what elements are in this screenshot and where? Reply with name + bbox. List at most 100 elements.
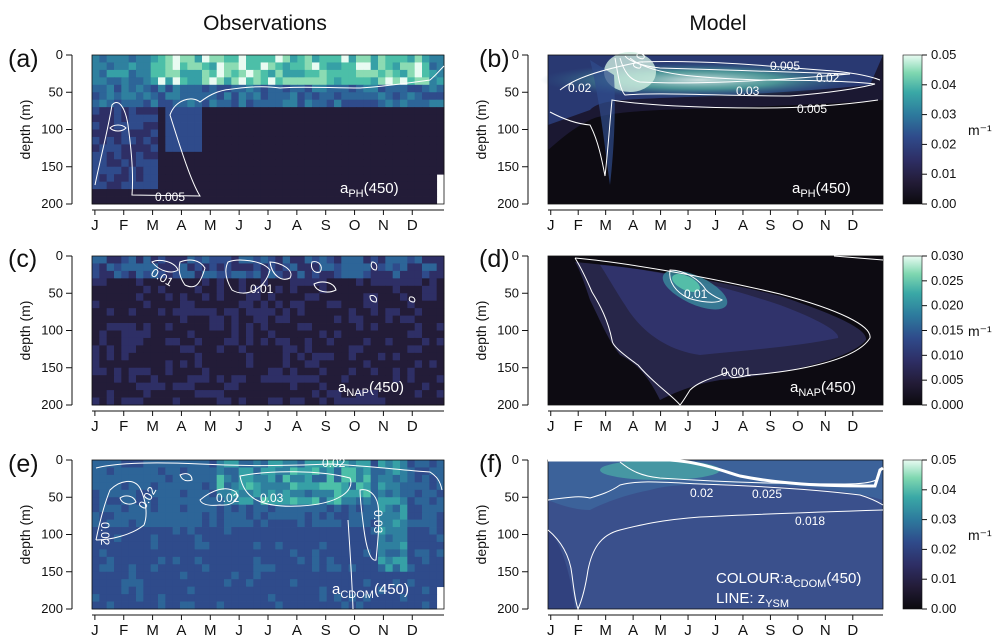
heatmap-cell — [202, 382, 210, 391]
heatmap-cell — [99, 174, 108, 183]
heatmap-cell — [348, 527, 357, 535]
heatmap-cell — [319, 482, 328, 491]
heatmap-cell — [246, 579, 254, 588]
heatmap-cell — [290, 571, 298, 580]
heatmap-cell — [370, 512, 379, 520]
heatmap-cell — [356, 84, 364, 93]
heatmap-cell — [121, 144, 130, 153]
heatmap-cell — [202, 579, 210, 588]
heatmap-cell — [246, 144, 254, 153]
heatmap-cell — [326, 556, 335, 565]
heatmap-cell — [356, 337, 364, 346]
heatmap-cell — [202, 308, 210, 316]
heatmap-cell — [319, 144, 328, 153]
heatmap-cell — [436, 556, 445, 565]
x-tick-label-a: A — [176, 217, 186, 234]
heatmap-cell — [246, 556, 254, 565]
heatmap-cell — [114, 586, 122, 595]
heatmap-cell — [158, 564, 166, 573]
heatmap-cell — [341, 99, 350, 108]
heatmap-cell — [378, 55, 386, 63]
heatmap-cell — [282, 285, 291, 294]
heatmap-cell — [114, 467, 122, 476]
heatmap-cell — [253, 337, 262, 346]
heatmap-cell — [165, 460, 174, 468]
heatmap-cell — [106, 367, 115, 376]
x-tick-label-f: J — [684, 622, 692, 639]
heatmap-cell — [414, 55, 423, 63]
heatmap-cell — [363, 594, 372, 602]
heatmap-cell — [429, 382, 438, 391]
heatmap-cell — [356, 278, 364, 287]
heatmap-cell — [99, 256, 108, 264]
heatmap-cell — [216, 315, 225, 324]
heatmap-cell — [422, 390, 430, 398]
heatmap-cell — [275, 285, 284, 294]
heatmap-cell — [92, 256, 100, 264]
heatmap-cell — [106, 323, 115, 331]
heatmap-cell — [209, 467, 218, 476]
heatmap-cell — [231, 151, 240, 160]
heatmap-cell — [216, 474, 225, 483]
heatmap-cell — [187, 84, 196, 93]
heatmap-cell — [143, 556, 152, 565]
heatmap-cell — [385, 512, 394, 520]
heatmap-cell — [216, 497, 225, 506]
heatmap-cell — [334, 541, 342, 550]
x-tick-label-f: D — [847, 622, 858, 639]
heatmap-cell — [187, 564, 196, 573]
heatmap-cell — [319, 360, 328, 369]
heatmap-cell — [312, 360, 320, 369]
heatmap-cell — [429, 460, 438, 468]
heatmap-cell — [290, 534, 298, 543]
heatmap-cell — [414, 256, 423, 264]
heatmap-cell — [99, 345, 108, 354]
heatmap-cell — [268, 293, 276, 302]
heatmap-cell — [238, 571, 247, 580]
heatmap-cell — [400, 519, 408, 528]
heatmap-cell — [422, 397, 430, 406]
heatmap-cell — [407, 144, 416, 153]
heatmap-cell — [282, 99, 291, 108]
heatmap-cell — [136, 390, 144, 398]
heatmap-cell — [114, 300, 122, 309]
heatmap-cell — [334, 497, 342, 506]
heatmap-cell — [282, 390, 291, 398]
heatmap-cell — [99, 512, 108, 520]
heatmap-cell — [436, 151, 445, 160]
heatmap-cell — [414, 263, 423, 272]
heatmap-cell — [326, 594, 335, 602]
heatmap-cell — [209, 360, 218, 369]
heatmap-cell — [202, 144, 210, 153]
heatmap-cell — [319, 504, 328, 513]
heatmap-cell — [407, 534, 416, 543]
heatmap-cell — [363, 285, 372, 294]
heatmap-cell — [363, 278, 372, 287]
heatmap-cell — [385, 519, 394, 528]
heatmap-cell — [99, 278, 108, 287]
heatmap-cell — [253, 323, 262, 331]
heatmap-cell — [422, 382, 430, 391]
heatmap-cell — [312, 144, 320, 153]
heatmap-cell — [297, 270, 306, 279]
heatmap-cell — [172, 196, 181, 205]
heatmap-cell — [202, 360, 210, 369]
heatmap-cell — [297, 564, 306, 573]
heatmap-cell — [172, 541, 181, 550]
heatmap-cell — [356, 62, 364, 71]
heatmap-cell — [150, 512, 159, 520]
heatmap-cell — [187, 196, 196, 205]
heatmap-cell — [378, 315, 386, 324]
heatmap-cell — [422, 489, 430, 498]
x-tick-label-b: J — [684, 217, 692, 234]
heatmap-cell — [253, 474, 262, 483]
heatmap-cell — [312, 330, 320, 339]
heatmap-cell — [238, 99, 247, 108]
heatmap-cell — [304, 189, 313, 197]
heatmap-cell — [187, 151, 196, 160]
heatmap-cell — [422, 84, 430, 93]
heatmap-cell — [363, 99, 372, 108]
heatmap-cell — [319, 92, 328, 101]
heatmap-cell — [194, 375, 203, 384]
heatmap-cell — [400, 315, 408, 324]
